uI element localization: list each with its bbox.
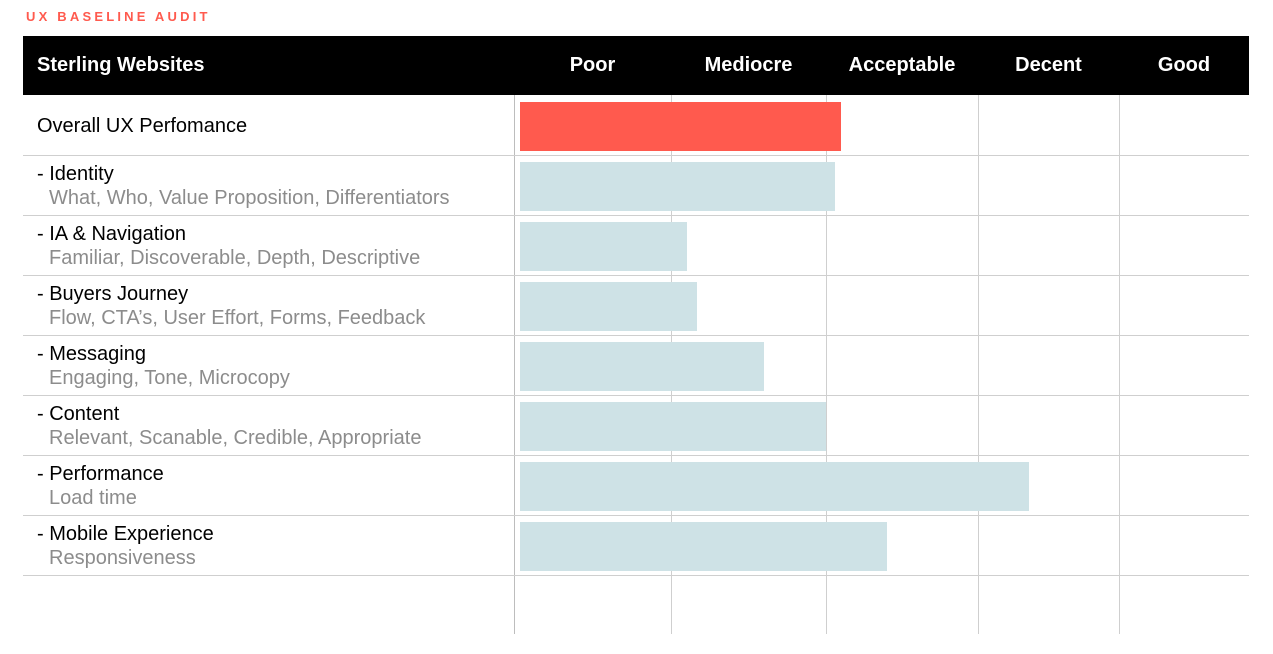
row-subtitle: Flow, CTA’s, User Effort, Forms, Feedbac… [49,307,426,329]
row-divider [23,515,1249,516]
score-bar [520,402,826,451]
scale-label-decent: Decent [1015,54,1082,76]
row-label: - Messaging Engaging, Tone, Microcopy [37,342,290,390]
table-header: Sterling Websites Poor Mediocre Acceptable… [23,36,1249,95]
score-bar [520,222,687,271]
row-title: - Identity [37,163,114,185]
row-label: Overall UX Perfomance [37,114,247,138]
row-label: - Identity What, Who, Value Proposition, … [37,162,450,210]
score-bar [520,462,1029,511]
row-subtitle: Familiar, Discoverable, Depth, Descripti… [49,247,421,269]
row-subtitle: Responsiveness [49,547,196,569]
score-bar [520,522,887,571]
row-divider [23,215,1249,216]
row-divider [23,155,1249,156]
row-title: - Messaging [37,343,146,365]
score-bar [520,162,836,211]
row-title: - IA & Navigation [37,223,186,245]
row-title: - Mobile Experience [37,523,214,545]
row-title: Overall UX Perfomance [37,115,248,137]
row-divider [23,455,1249,456]
row-label: - Content Relevant, Scanable, Credible, A… [37,402,421,450]
overall-score-bar [520,102,842,151]
scale-label-mediocre: Mediocre [704,54,793,76]
row-divider [23,395,1249,396]
row-divider [23,275,1249,276]
scale-label-good: Good [1157,54,1211,76]
score-bar [520,342,764,391]
row-subtitle: Load time [49,487,137,509]
chart-title: Sterling Websites [37,54,205,76]
row-title: - Content [37,403,120,425]
row-title: - Performance [37,463,164,485]
row-label: - Mobile Experience Responsiveness [37,522,214,570]
row-label: - Performance Load time [37,462,164,510]
scale-label-poor: Poor [569,54,616,76]
row-subtitle: Relevant, Scanable, Credible, Appropriat… [49,427,422,449]
row-divider [23,575,1249,576]
scale-label-acceptable: Acceptable [848,54,956,76]
score-bar [520,282,698,331]
page-title: UX BASELINE AUDIT [26,9,211,24]
row-divider [23,335,1249,336]
row-label: - IA & Navigation Familiar, Discoverable,… [37,222,420,270]
row-title: - Buyers Journey [37,283,189,305]
row-subtitle: What, Who, Value Proposition, Differenti… [49,187,450,209]
row-label: - Buyers Journey Flow, CTA’s, User Effort… [37,282,425,330]
row-subtitle: Engaging, Tone, Microcopy [49,367,290,389]
